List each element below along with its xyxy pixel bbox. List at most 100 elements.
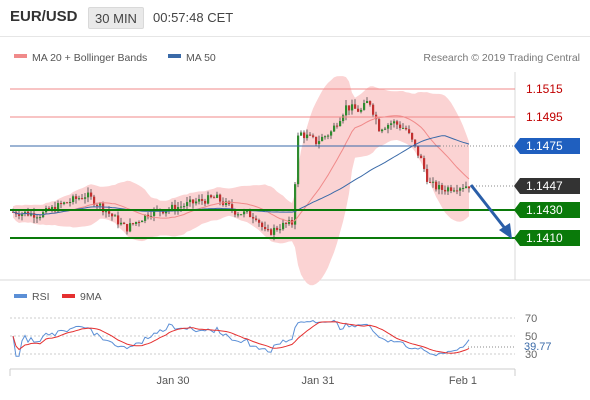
legend-label-rsi: RSI <box>32 291 50 303</box>
candle-body <box>189 199 192 203</box>
clock-label: 00:57:48 CET <box>153 10 234 25</box>
candle-body <box>300 132 303 136</box>
legend: MA 20 + Bollinger Bands MA 50 Research ©… <box>14 52 580 64</box>
candle-body <box>270 229 273 235</box>
candle-body <box>66 202 69 204</box>
candle-body <box>144 214 147 221</box>
candle-body <box>363 103 366 110</box>
candle-body <box>312 135 315 137</box>
candle-body <box>72 196 75 203</box>
candle-body <box>276 227 279 230</box>
candle-body <box>441 185 444 190</box>
candle-body <box>468 186 471 189</box>
price-chart: MA 20 + Bollinger Bands MA 50 Research ©… <box>0 52 590 387</box>
candle-body <box>405 127 408 130</box>
legend-swatch-ma50 <box>168 54 181 58</box>
candle-body <box>201 199 204 201</box>
candle-body <box>102 203 105 213</box>
candle-body <box>426 168 429 182</box>
candle-body <box>237 214 240 216</box>
timeframe-selector[interactable]: 30 MIN <box>88 7 144 29</box>
candle-body <box>33 213 36 218</box>
candle-body <box>18 214 21 216</box>
candle-body <box>249 210 252 218</box>
candle-body <box>366 101 369 104</box>
candle-body <box>186 202 189 207</box>
candle-body <box>87 192 90 198</box>
candle-body <box>264 226 267 230</box>
candle-body <box>81 198 84 200</box>
candle-body <box>360 109 363 112</box>
candle-body <box>252 217 255 219</box>
candle-body <box>429 181 432 183</box>
candle-body <box>174 204 177 211</box>
candle-body <box>330 131 333 136</box>
candle-body <box>324 136 327 138</box>
candle-body <box>75 196 78 199</box>
candle-body <box>171 204 174 210</box>
candle-body <box>408 129 411 134</box>
candle-body <box>93 196 96 205</box>
candle-body <box>96 204 99 206</box>
level-label-1430: 1.1430 <box>514 202 580 218</box>
candle-body <box>195 201 198 204</box>
candle-body <box>303 132 306 139</box>
level-label-1410: 1.1410 <box>514 230 580 246</box>
candle-body <box>297 135 300 185</box>
rsi-9ma-line <box>12 321 470 354</box>
candle-body <box>138 221 141 223</box>
candle-body <box>60 203 63 205</box>
bollinger-band <box>13 76 469 286</box>
candle-body <box>117 215 120 225</box>
candle-body <box>453 190 456 192</box>
candle-body <box>432 181 435 183</box>
legend-swatch-rsi <box>14 294 27 298</box>
candle-body <box>150 215 153 218</box>
candle-body <box>69 202 72 204</box>
candle-body <box>90 192 93 197</box>
candle-body <box>99 203 102 206</box>
svg-text:1.1475: 1.1475 <box>526 139 563 153</box>
candle-body <box>126 224 129 232</box>
level-label-1515: 1.1515 <box>518 81 580 97</box>
candle-body <box>381 129 384 132</box>
candle-body <box>402 127 405 129</box>
candle-body <box>444 189 447 192</box>
candle-body <box>387 124 390 129</box>
candle-body <box>351 104 354 111</box>
candle-body <box>213 197 216 199</box>
level-label-1495: 1.1495 <box>518 109 580 125</box>
candle-body <box>129 223 132 232</box>
candle-body <box>78 198 81 200</box>
legend-label-ma20: MA 20 + Bollinger Bands <box>32 52 147 64</box>
rsi-tick-30: 30 <box>525 349 537 361</box>
candle-body <box>279 229 282 231</box>
candle-body <box>345 105 348 116</box>
candle-body <box>462 188 465 190</box>
candle-body <box>339 121 342 127</box>
candle-body <box>273 227 276 235</box>
ma20-line <box>12 115 470 223</box>
candle-body <box>417 145 420 156</box>
svg-text:1.1515: 1.1515 <box>526 82 563 96</box>
candle-body <box>231 204 234 210</box>
candle-body <box>123 222 126 225</box>
candle-body <box>246 210 249 212</box>
candle-body <box>258 219 261 223</box>
candle-body <box>411 133 414 140</box>
candle-body <box>36 217 39 219</box>
candle-body <box>396 121 399 125</box>
candle-body <box>450 187 453 191</box>
rsi-legend: RSI 9MA <box>14 291 102 303</box>
candle-body <box>393 121 396 124</box>
candle-body <box>282 222 285 230</box>
rsi-tick-50: 50 <box>525 331 537 343</box>
candle-body <box>255 218 258 220</box>
candle-body <box>315 136 318 144</box>
candle-body <box>210 195 213 198</box>
symbol-label: EUR/USD <box>10 8 78 25</box>
candle-body <box>108 211 111 214</box>
candle-body <box>306 134 309 139</box>
rsi-tick-70: 70 <box>525 313 537 325</box>
candle-body <box>21 213 24 216</box>
